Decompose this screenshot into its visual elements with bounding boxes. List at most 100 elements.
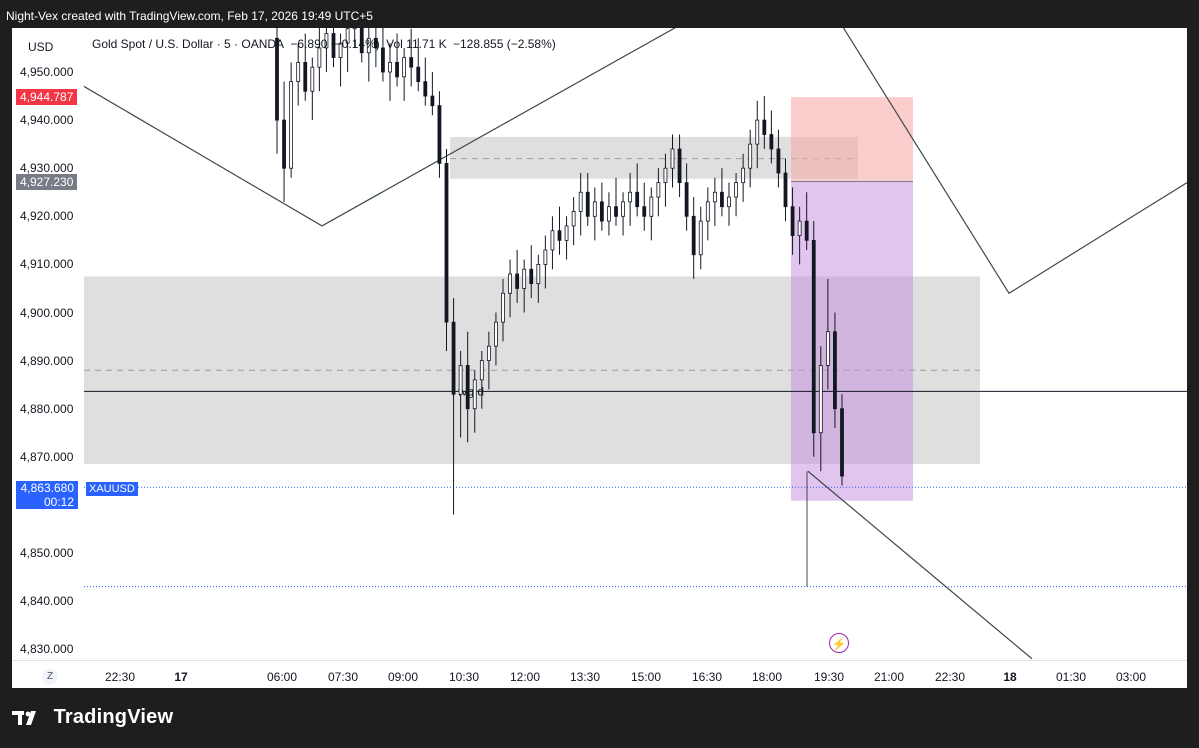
candle-body	[621, 201, 625, 217]
price-tick-label: 4,900.000	[20, 305, 74, 320]
candle-body	[494, 321, 498, 347]
candle-body	[677, 148, 682, 184]
candle-body	[698, 220, 703, 256]
volume-change: −128.855 (−2.58%)	[453, 37, 556, 51]
candle-body	[430, 95, 435, 107]
fvg-zone-upper	[450, 136, 858, 179]
candle-body	[508, 273, 512, 294]
symbol-tag: XAUUSD	[86, 482, 138, 496]
tradingview-logo-icon	[12, 710, 36, 725]
candle-body	[317, 47, 322, 68]
candle-body	[599, 201, 604, 222]
candle-body	[691, 215, 696, 256]
candle-body	[444, 162, 449, 323]
price-tick-label: 4,880.000	[20, 401, 74, 416]
candle-body	[501, 292, 505, 323]
candle-body	[366, 37, 371, 54]
candle-body	[557, 230, 562, 241]
candle-body	[437, 105, 442, 164]
price-tick-label: 4,940.000	[20, 113, 74, 128]
candle-body	[458, 365, 463, 395]
time-tick-label: 13:30	[569, 670, 601, 684]
time-tick-label: 03:00	[1115, 670, 1147, 684]
candle-body	[529, 268, 534, 285]
current-price-box: 4,863.680 00:12 XAUUSD	[16, 481, 138, 523]
candle-body	[684, 182, 689, 217]
stop-price-tag: 4,944.787	[16, 89, 78, 106]
candle-body	[338, 42, 343, 58]
candle-body	[536, 263, 541, 285]
time-axis[interactable]: Z 22:30 17 06:00 07:30 09:00 10:30 12:00 13:30 1…	[12, 660, 1187, 688]
time-tick-label: 21:00	[873, 670, 905, 684]
chart-plot[interactable]: fvg.d	[12, 28, 1187, 660]
candle-body	[324, 33, 329, 49]
candle-body	[712, 191, 717, 203]
candle-body	[825, 331, 830, 366]
candle-body	[381, 47, 385, 73]
time-tick-label: 18	[1003, 670, 1017, 684]
candle-body	[790, 206, 795, 236]
chart-frame[interactable]: fvg.d USD Gold Spot / U.S. Dollar · 5 · …	[12, 28, 1187, 688]
time-tick-label: 07:30	[327, 670, 359, 684]
lightning-icon[interactable]: ⚡	[829, 633, 849, 653]
candle-body	[550, 230, 555, 251]
bar-countdown: 00:12	[43, 495, 74, 509]
price-tick-label: 4,950.000	[20, 65, 74, 79]
candle-body	[310, 66, 315, 92]
price-tick-label: 4,910.000	[20, 257, 74, 272]
current-price-label: 4,863.680	[20, 481, 74, 495]
price-tick-label: 4,930.000	[20, 161, 74, 176]
candle-body	[670, 148, 675, 169]
candle-body	[762, 119, 767, 135]
zoom-icon[interactable]: Z	[42, 669, 58, 685]
candle-body	[804, 220, 809, 241]
candle-body	[515, 273, 520, 289]
candle-body	[635, 191, 640, 208]
candle-body	[479, 360, 484, 381]
entry-price-tag: 4,927.230	[16, 173, 78, 190]
candle-body	[465, 365, 470, 410]
candle-body	[585, 191, 590, 217]
caption-bar: Night-Vex created with TradingView.com, …	[0, 0, 1199, 28]
candle-body	[522, 268, 527, 289]
candle-body	[818, 365, 823, 434]
candle-body	[296, 61, 301, 83]
candle-body	[373, 37, 378, 49]
candle-body	[811, 239, 816, 434]
price-tick-label: 4,840.000	[20, 594, 74, 609]
fvg-label: fvg.d	[458, 384, 484, 398]
candle-body	[592, 201, 597, 217]
time-tick-label: 01:30	[1055, 670, 1087, 684]
time-tick-label: 16:30	[691, 670, 723, 684]
candle-body	[303, 61, 308, 92]
candle-body	[783, 172, 788, 208]
candle-body	[755, 119, 760, 145]
candle-body	[472, 379, 477, 410]
candle-body	[840, 408, 844, 477]
candle-body	[388, 61, 392, 73]
time-tick-label: 15:00	[630, 670, 662, 684]
currency-button[interactable]: USD	[24, 38, 58, 56]
stop-loss-zone	[791, 97, 913, 182]
candle-body	[275, 37, 279, 121]
candle-body	[614, 206, 618, 217]
swing-line-left	[83, 28, 676, 227]
footer-brand-name: TradingView	[53, 706, 174, 729]
candle-body	[402, 57, 407, 78]
volume-value: Vol 11.71 K	[386, 37, 447, 51]
candle-body	[345, 28, 350, 44]
symbol-legend: Gold Spot / U.S. Dollar · 5 · OANDA −6.8…	[92, 37, 559, 51]
caption-text: Night-Vex created with TradingView.com, …	[6, 9, 373, 23]
candle-body	[331, 33, 336, 58]
candle-body	[451, 321, 456, 395]
price-tick-label: 4,870.000	[20, 449, 74, 464]
current-price-tag: 4,863.680 00:12	[16, 481, 78, 509]
candle-body	[564, 225, 569, 241]
symbol-title[interactable]: Gold Spot / U.S. Dollar · 5 · OANDA	[92, 37, 285, 51]
candle-body	[833, 331, 837, 410]
candle-body	[656, 182, 661, 198]
candle-body	[776, 148, 781, 174]
candle-body	[416, 66, 421, 83]
time-tick-label: 12:00	[509, 670, 541, 684]
swing-line-right	[842, 28, 1187, 295]
